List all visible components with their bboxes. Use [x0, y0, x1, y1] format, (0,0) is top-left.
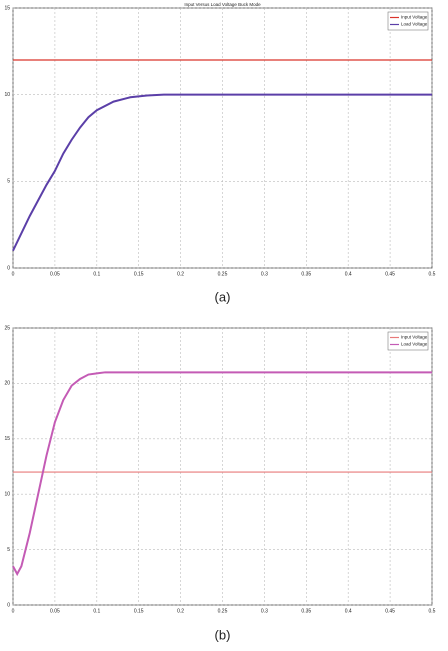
x-tick-label: 0.25: [218, 271, 228, 277]
y-tick-label: 5: [7, 179, 10, 185]
legend-box: [387, 11, 429, 31]
y-tick-label: 10: [4, 92, 10, 98]
x-tick-label: 0.35: [301, 271, 311, 277]
chart-title: Input Versus Load Voltage Buck Mode: [184, 2, 261, 7]
x-tick-label: 0.35: [301, 608, 311, 614]
y-tick-label: 5: [7, 547, 10, 553]
legend-label: Load Voltage: [401, 22, 428, 27]
series-line: [12, 93, 432, 252]
x-tick-label: 0.4: [345, 271, 352, 277]
x-tick-label: 0.2: [177, 271, 184, 277]
y-tick-label: 10: [4, 492, 10, 498]
x-tick-label: 0.3: [261, 608, 268, 614]
x-tick-label: 0.2: [177, 608, 184, 614]
y-tick-label: 0: [7, 265, 10, 271]
y-tick-label: 15: [4, 5, 10, 11]
x-tick-label: 0.5: [429, 271, 436, 277]
plot-area: [12, 327, 433, 606]
x-tick-label: 0.4: [345, 608, 352, 614]
y-tick-label: 20: [4, 381, 10, 387]
x-tick-label: 0: [12, 271, 15, 277]
x-tick-label: 0.1: [93, 271, 100, 277]
y-tick-label: 25: [4, 325, 10, 331]
x-tick-label: 0.5: [429, 608, 436, 614]
x-tick-label: 0.25: [218, 608, 228, 614]
y-tick-label: 0: [7, 602, 10, 608]
x-tick-label: 0.05: [50, 271, 60, 277]
x-tick-label: 0.15: [134, 608, 144, 614]
x-tick-label: 0.45: [385, 271, 395, 277]
legend-label: Input Voltage: [401, 335, 428, 340]
x-tick-label: 0.05: [50, 608, 60, 614]
x-tick-label: 0.1: [93, 608, 100, 614]
y-tick-label: 15: [4, 436, 10, 442]
x-tick-label: 0.45: [385, 608, 395, 614]
x-tick-label: 0.15: [134, 271, 144, 277]
legend-box: [387, 331, 429, 351]
legend-label: Load Voltage: [401, 342, 428, 347]
legend-label: Input Voltage: [401, 15, 428, 20]
caption: (a): [215, 289, 231, 304]
x-tick-label: 0: [12, 608, 15, 614]
caption: (b): [215, 627, 231, 642]
x-tick-label: 0.3: [261, 271, 268, 277]
series-line: [12, 371, 432, 577]
